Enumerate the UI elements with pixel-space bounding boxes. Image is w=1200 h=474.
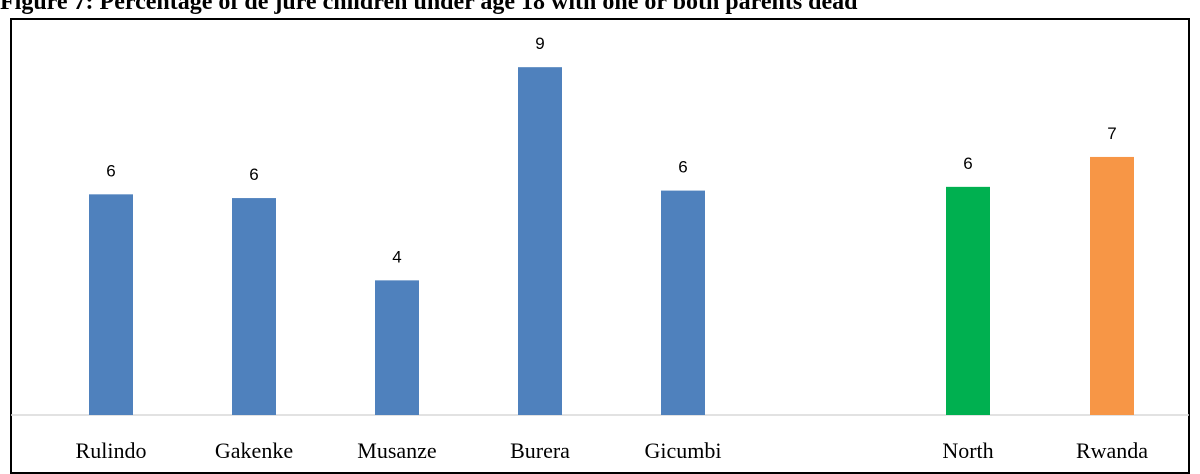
category-label-north: North <box>942 438 993 463</box>
data-label-north: 6 <box>963 154 972 173</box>
category-labels-group: Rulindo Gakenke Musanze Burera Gicumbi North R… <box>76 438 1149 463</box>
bars-group <box>89 67 1134 416</box>
category-label-burera: Burera <box>510 438 570 463</box>
bar-rwanda <box>1090 156 1134 415</box>
category-label-gicumbi: Gicumbi <box>645 438 722 463</box>
bar-musanze <box>375 280 419 415</box>
category-label-musanze: Musanze <box>357 438 436 463</box>
category-label-gakenke: Gakenke <box>215 438 293 463</box>
data-label-rwanda: 7 <box>1107 124 1116 143</box>
bar-north <box>946 186 990 415</box>
data-label-musanze: 4 <box>392 247 401 266</box>
bar-rulindo <box>89 194 133 415</box>
category-label-rwanda: Rwanda <box>1076 438 1148 463</box>
data-labels-group: 6 6 4 9 6 6 7 <box>106 34 1116 266</box>
chart-title: Figure 7: Percentage of de jure children… <box>0 0 858 15</box>
data-label-rulindo: 6 <box>106 161 115 180</box>
bar-gicumbi <box>661 190 705 415</box>
data-label-gakenke: 6 <box>249 165 258 184</box>
data-label-gicumbi: 6 <box>678 158 687 177</box>
chart-frame <box>10 18 1190 474</box>
category-label-rulindo: Rulindo <box>76 438 147 463</box>
data-label-burera: 9 <box>535 34 544 53</box>
bar-gakenke <box>232 198 276 415</box>
bar-burera <box>518 67 562 416</box>
